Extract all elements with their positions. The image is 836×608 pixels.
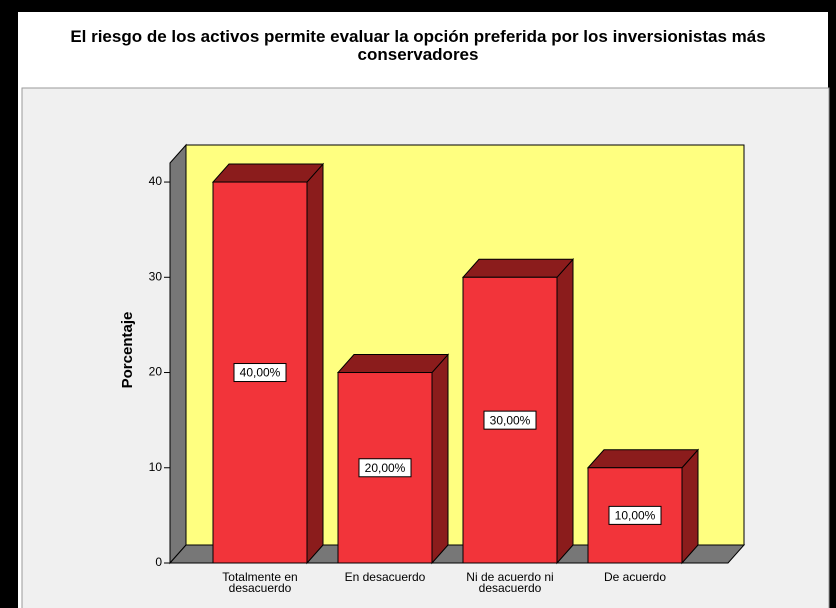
bar-top (586, 449, 700, 469)
value-label-box (483, 410, 537, 430)
bar-top (211, 163, 325, 183)
value-label-box (233, 363, 287, 383)
bar-side (306, 162, 324, 565)
bar-side (681, 448, 699, 565)
bar-side (431, 353, 449, 565)
x-tick-label: Ni de acuerdo ni desacuerdo (466, 572, 554, 595)
bar-top (461, 258, 575, 278)
x-tick-label: En desacuerdo (344, 572, 426, 584)
title-text: El riesgo de los activos permite evaluar… (70, 27, 766, 64)
bar-side (556, 257, 574, 565)
y-tick-label: 30 (149, 269, 163, 283)
x-tick-label-box: Ni de acuerdo ni desacuerdo (466, 572, 554, 595)
y-tick-label: 20 (149, 365, 163, 379)
value-label-box (358, 458, 412, 478)
x-tick-label: Totalmente en desacuerdo (222, 572, 298, 595)
x-tick-label: De acuerdo (603, 572, 667, 584)
x-tick-label-box: Totalmente en desacuerdo (222, 572, 298, 595)
value-label: 20,00% (365, 461, 406, 475)
y-tick-label: 40 (149, 174, 163, 188)
left-wall (169, 143, 187, 565)
value-label-box (608, 505, 662, 525)
value-label: 30,00% (490, 413, 531, 427)
y-axis-label: Porcentaje (119, 312, 136, 389)
bar-top (336, 354, 450, 374)
x-tick-label-box: En desacuerdo (344, 572, 426, 584)
x-tick-label-box: De acuerdo (603, 572, 667, 584)
value-label: 10,00% (615, 509, 656, 523)
y-tick-label: 10 (149, 460, 163, 474)
chart-title: El riesgo de los activos permite evaluar… (0, 28, 836, 64)
value-label: 40,00% (240, 366, 281, 380)
y-tick-label: 0 (155, 555, 162, 569)
